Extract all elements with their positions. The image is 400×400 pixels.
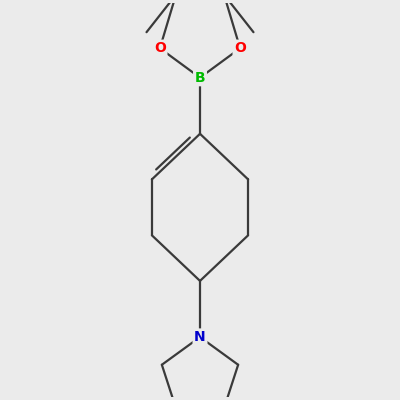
Text: N: N (194, 330, 206, 344)
Text: O: O (234, 41, 246, 55)
Text: B: B (195, 71, 205, 85)
Text: O: O (154, 41, 166, 55)
